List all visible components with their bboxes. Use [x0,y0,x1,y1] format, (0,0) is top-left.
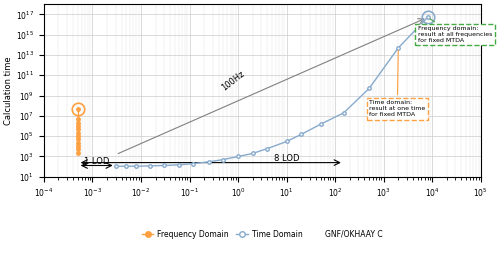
Text: Time domain:
result at one time
for fixed MTDA: Time domain: result at one time for fixe… [369,51,426,117]
Text: 100Hz: 100Hz [220,69,246,92]
Text: 8 LOD: 8 LOD [274,154,299,163]
Text: 1 LOD: 1 LOD [83,157,109,166]
Text: Frequency domain:
result at all frequencies
for fixed MTDA: Frequency domain: result at all frequenc… [417,19,492,43]
Y-axis label: Calculation time: Calculation time [4,56,13,125]
Legend: Frequency Domain, Time Domain, GNF/OKHAAY C: Frequency Domain, Time Domain, GNF/OKHAA… [139,227,386,242]
